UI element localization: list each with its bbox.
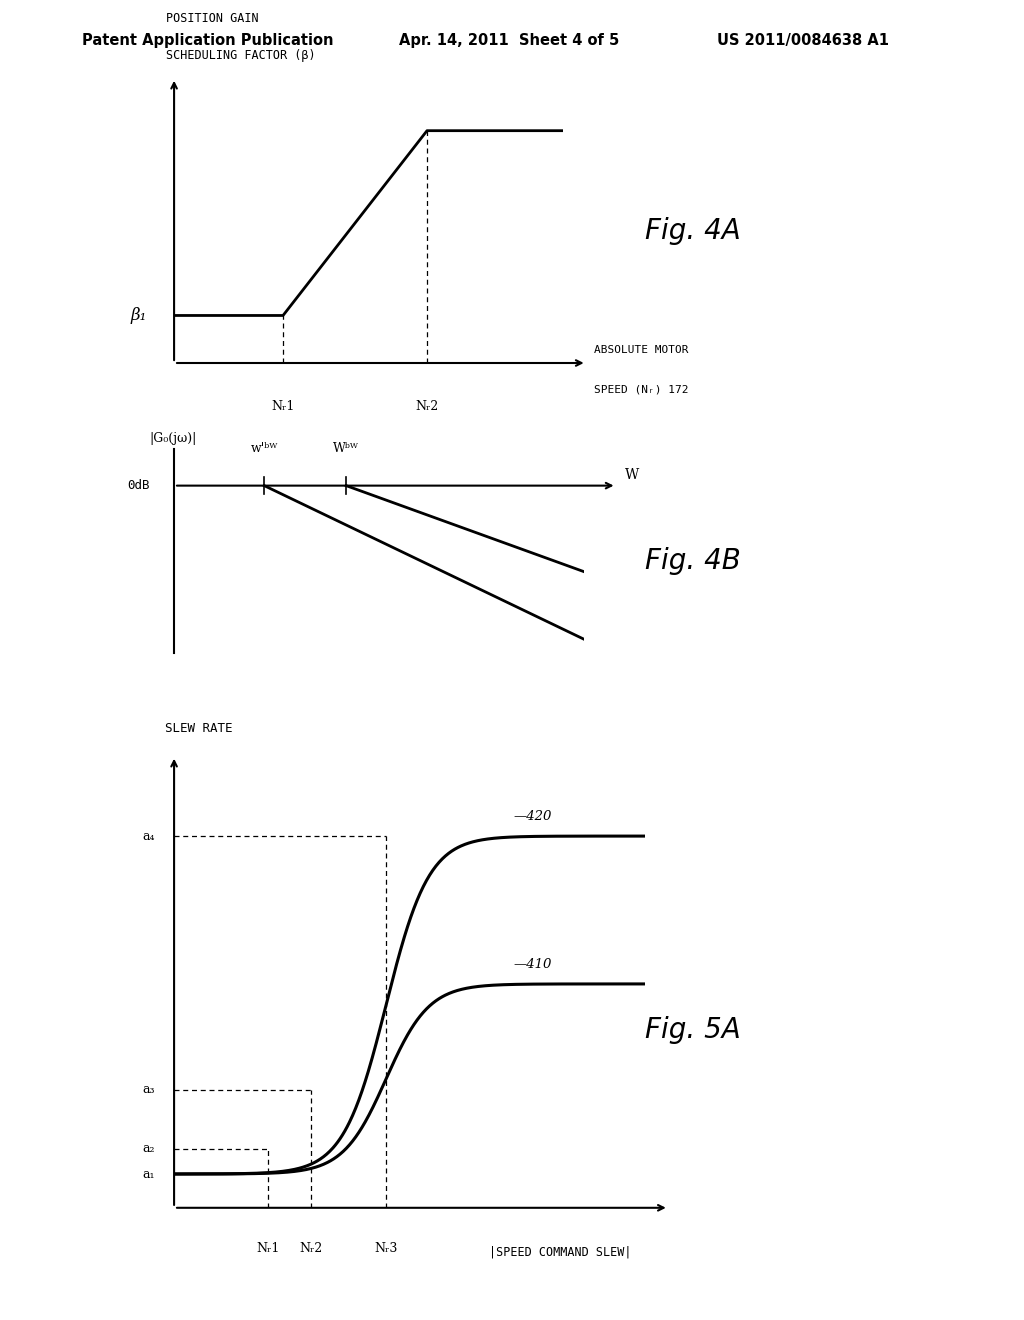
Text: Nᵣ3: Nᵣ3	[375, 1242, 397, 1254]
Text: a₁: a₁	[142, 1167, 156, 1180]
Text: Nᵣ2: Nᵣ2	[416, 400, 438, 413]
Text: |SPEED COMMAND SLEW|: |SPEED COMMAND SLEW|	[489, 1246, 632, 1259]
Text: W: W	[625, 469, 639, 482]
Text: POSITION GAIN: POSITION GAIN	[166, 12, 259, 25]
Text: a₄: a₄	[142, 829, 156, 842]
Text: w'ᵇᵂ: w'ᵇᵂ	[251, 442, 278, 455]
Text: SLEW RATE: SLEW RATE	[165, 722, 232, 735]
Text: Fig. 4B: Fig. 4B	[645, 546, 741, 576]
Text: Fig. 4A: Fig. 4A	[645, 216, 741, 246]
Text: —410: —410	[513, 958, 552, 972]
Text: Nᵣ2: Nᵣ2	[299, 1242, 323, 1254]
Text: Apr. 14, 2011  Sheet 4 of 5: Apr. 14, 2011 Sheet 4 of 5	[399, 33, 620, 48]
Text: a₂: a₂	[142, 1142, 156, 1155]
Text: Patent Application Publication: Patent Application Publication	[82, 33, 334, 48]
Text: Wᵇᵂ: Wᵇᵂ	[333, 442, 359, 455]
Text: SPEED (Nᵣ) 172: SPEED (Nᵣ) 172	[594, 384, 689, 395]
Text: 0dB: 0dB	[127, 479, 150, 492]
Text: ABSOLUTE MOTOR: ABSOLUTE MOTOR	[594, 345, 689, 355]
Text: β₁: β₁	[131, 308, 146, 323]
Text: US 2011/0084638 A1: US 2011/0084638 A1	[717, 33, 889, 48]
Text: a₃: a₃	[142, 1082, 156, 1096]
Text: —420: —420	[513, 810, 552, 824]
Text: SCHEDULING FACTOR (β): SCHEDULING FACTOR (β)	[166, 49, 316, 62]
Text: Fig. 5A: Fig. 5A	[645, 1015, 741, 1044]
Text: |G₀(jω)|: |G₀(jω)|	[150, 432, 197, 445]
Text: Nᵣ1: Nᵣ1	[257, 1242, 280, 1254]
Text: Nᵣ1: Nᵣ1	[271, 400, 295, 413]
